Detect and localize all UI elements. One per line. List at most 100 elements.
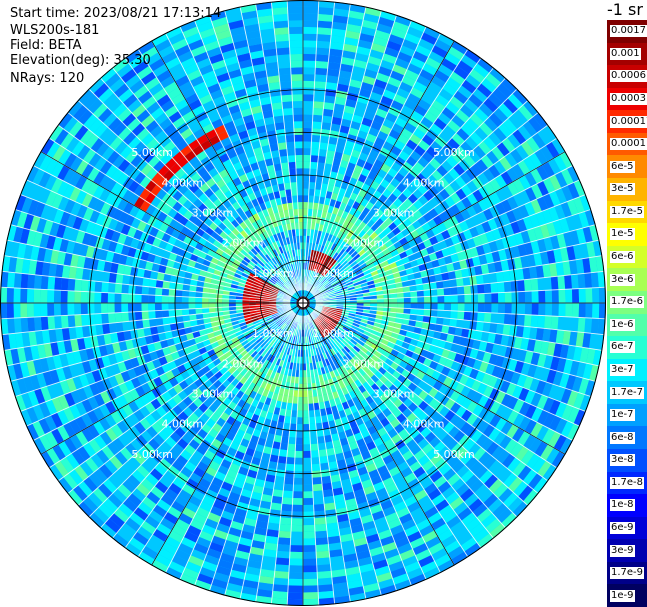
heatmap-cell [387, 244, 397, 253]
heatmap-cell [19, 228, 30, 245]
heatmap-cell [71, 140, 86, 157]
heatmap-cell [172, 151, 185, 163]
heatmap-cell [498, 122, 513, 138]
heatmap-cell [388, 316, 397, 323]
ray-line [315, 239, 600, 301]
heatmap-cell [20, 288, 28, 303]
heatmap-cell [117, 483, 132, 499]
heatmap-cell [390, 100, 404, 111]
heatmap-cell [176, 322, 185, 330]
heatmap-cell [294, 292, 299, 298]
heatmap-cell [275, 318, 283, 325]
heatmap-cell [145, 234, 156, 246]
heatmap-cell [243, 352, 251, 361]
heatmap-cell [267, 346, 274, 354]
heatmap-cell [442, 142, 456, 156]
heatmap-cell [161, 232, 171, 243]
heatmap-cell [264, 288, 272, 293]
heatmap-cell [374, 226, 384, 236]
heatmap-cell [370, 374, 380, 384]
heatmap-cell [547, 158, 561, 175]
heatmap-cell [55, 367, 67, 383]
heatmap-cell [196, 21, 214, 33]
heatmap-cell [397, 542, 413, 555]
heatmap-cell [256, 8, 273, 17]
heatmap-cell [378, 366, 387, 376]
heatmap-cell [196, 536, 212, 549]
heatmap-cell [158, 264, 167, 274]
heatmap-cell [355, 330, 363, 337]
heatmap-cell [232, 161, 243, 171]
heatmap-cell [163, 140, 176, 153]
heatmap-cell [333, 244, 340, 253]
heatmap-cell [412, 50, 429, 63]
heatmap-cell [401, 39, 418, 51]
heatmap-cell [455, 393, 467, 406]
heatmap-cell [243, 330, 251, 337]
heatmap-cell [498, 468, 513, 484]
heatmap-cell [319, 259, 325, 267]
heatmap-cell [383, 307, 391, 313]
heatmap-cell [306, 376, 312, 384]
heatmap-cell [128, 311, 136, 322]
heatmap-cell [95, 270, 104, 282]
heatmap-cell [333, 103, 345, 112]
heatmap-cell [429, 360, 439, 371]
heatmap-cell [445, 101, 460, 115]
heatmap-cell [303, 430, 310, 438]
heatmap-cell [154, 463, 168, 476]
heatmap-cell [154, 480, 169, 494]
heatmap-cell [303, 101, 314, 108]
heatmap-cell [235, 550, 250, 560]
heatmap-cell [40, 204, 52, 220]
heatmap-cell [333, 589, 350, 598]
heatmap-cell [66, 377, 77, 393]
heatmap-cell [296, 290, 301, 297]
heatmap-cell [504, 223, 515, 237]
heatmap-cell [511, 427, 525, 443]
heatmap-cell [253, 322, 261, 328]
heatmap-cell [212, 239, 222, 248]
heatmap-cell [257, 416, 266, 425]
heatmap-cell [259, 319, 267, 325]
heatmap-cell [76, 255, 86, 269]
heatmap-cell [238, 262, 247, 270]
heatmap-cell [483, 455, 497, 470]
heatmap-cell [242, 432, 253, 442]
heatmap-cell [349, 272, 357, 279]
heatmap-cell [324, 95, 336, 104]
heatmap-cell [208, 375, 218, 385]
heatmap-cell [99, 431, 113, 446]
heatmap-cell [181, 433, 193, 445]
heatmap-cell [400, 324, 409, 331]
heatmap-cell [259, 365, 266, 373]
heatmap-cell [166, 398, 178, 409]
heatmap-cell [350, 215, 358, 224]
heatmap-cell [386, 40, 402, 52]
ray-line [314, 307, 580, 427]
heatmap-cell [161, 310, 170, 318]
heatmap-cell [305, 309, 309, 316]
heatmap-cell [112, 342, 121, 354]
heatmap-cell [171, 134, 185, 146]
heatmap-cell [420, 32, 438, 45]
heatmap-cell [143, 327, 152, 337]
heatmap-cell [358, 507, 372, 518]
heatmap-cell [439, 394, 450, 406]
heatmap-cell [344, 264, 352, 272]
heatmap-cell [248, 215, 256, 224]
heatmap-cell [428, 275, 436, 283]
heatmap-cell [34, 388, 46, 405]
heatmap-cell [368, 447, 380, 457]
heatmap-cell [272, 241, 279, 249]
heatmap-cell [409, 150, 422, 162]
heatmap-cell [394, 57, 410, 70]
heatmap-cell [162, 317, 170, 326]
heatmap-cell [353, 333, 362, 340]
heatmap-cell [200, 439, 212, 450]
heatmap-cell [321, 261, 327, 268]
heatmap-cell [329, 277, 336, 284]
heatmap-cell [419, 69, 435, 82]
heatmap-cell [266, 353, 273, 362]
heatmap-cell [165, 567, 183, 580]
